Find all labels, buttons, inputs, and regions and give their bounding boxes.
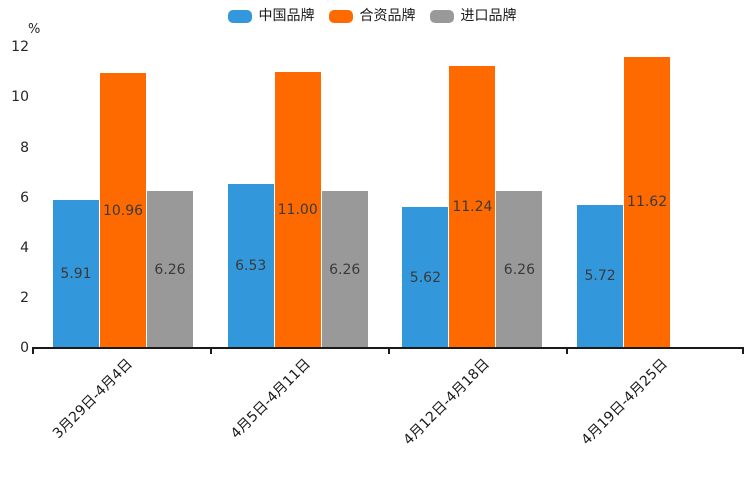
bar: 11.24: [449, 66, 496, 348]
x-tick-label: 4月19日-4月25日: [578, 356, 671, 449]
legend-item-0: 中国品牌: [227, 8, 315, 24]
x-tick: [32, 348, 34, 354]
bar-value-label: 5.72: [584, 268, 616, 285]
bar-value-label: 6.53: [235, 258, 267, 275]
bar: 5.62: [402, 207, 449, 348]
y-tick-label: 4: [20, 239, 29, 256]
x-tick-label: 4月5日-4月11日: [228, 356, 315, 442]
legend-item-2: 进口品牌: [429, 8, 517, 24]
y-tick-label: 6: [20, 189, 29, 206]
x-tick-label: 3月29日-4月4日: [50, 356, 137, 442]
x-axis-line: [32, 347, 744, 349]
y-tick-label: 0: [20, 340, 29, 356]
bar-value-label: 11.62: [627, 194, 668, 211]
legend-item-1: 合资品牌: [328, 8, 416, 24]
y-tick-label: 8: [20, 139, 29, 156]
legend-label: 合资品牌: [359, 8, 416, 24]
y-axis-unit-label: %: [28, 22, 41, 37]
bar: 5.91: [53, 199, 99, 348]
bar-value-label: 5.91: [60, 265, 92, 282]
bar: 6.26: [147, 191, 193, 348]
legend-swatch-icon: [328, 9, 353, 23]
bar: 6.26: [496, 191, 543, 348]
bar-value-label: 11.24: [452, 199, 493, 216]
bar: 6.53: [227, 184, 274, 348]
bar: 11.00: [274, 72, 321, 348]
bar: 10.96: [100, 73, 146, 348]
bar-value-label: 10.96: [102, 202, 144, 219]
legend-label: 中国品牌: [258, 8, 315, 24]
legend-swatch-icon: [227, 9, 252, 23]
y-tick-label: 2: [20, 289, 29, 306]
bar: 11.62: [624, 56, 671, 348]
bar-value-label: 6.26: [154, 261, 186, 278]
bar-value-label: 11.00: [277, 202, 318, 219]
bar-value-label: 5.62: [409, 269, 441, 286]
x-tick-label: 4月12日-4月18日: [400, 356, 493, 449]
legend: 中国品牌 合资品牌 进口品牌: [0, 8, 744, 24]
x-tick: [566, 348, 569, 354]
y-tick-label: 10: [11, 89, 29, 106]
bar-value-label: 6.26: [503, 261, 535, 278]
bar-value-label: 6.26: [329, 261, 361, 278]
bar: 6.26: [321, 191, 368, 348]
legend-swatch-icon: [429, 9, 454, 23]
x-tick: [388, 348, 391, 354]
bar: 5.72: [577, 204, 624, 348]
legend-label: 进口品牌: [460, 8, 517, 24]
x-tick: [210, 348, 213, 354]
y-tick-label: 12: [11, 39, 29, 56]
x-tick: [742, 348, 744, 354]
